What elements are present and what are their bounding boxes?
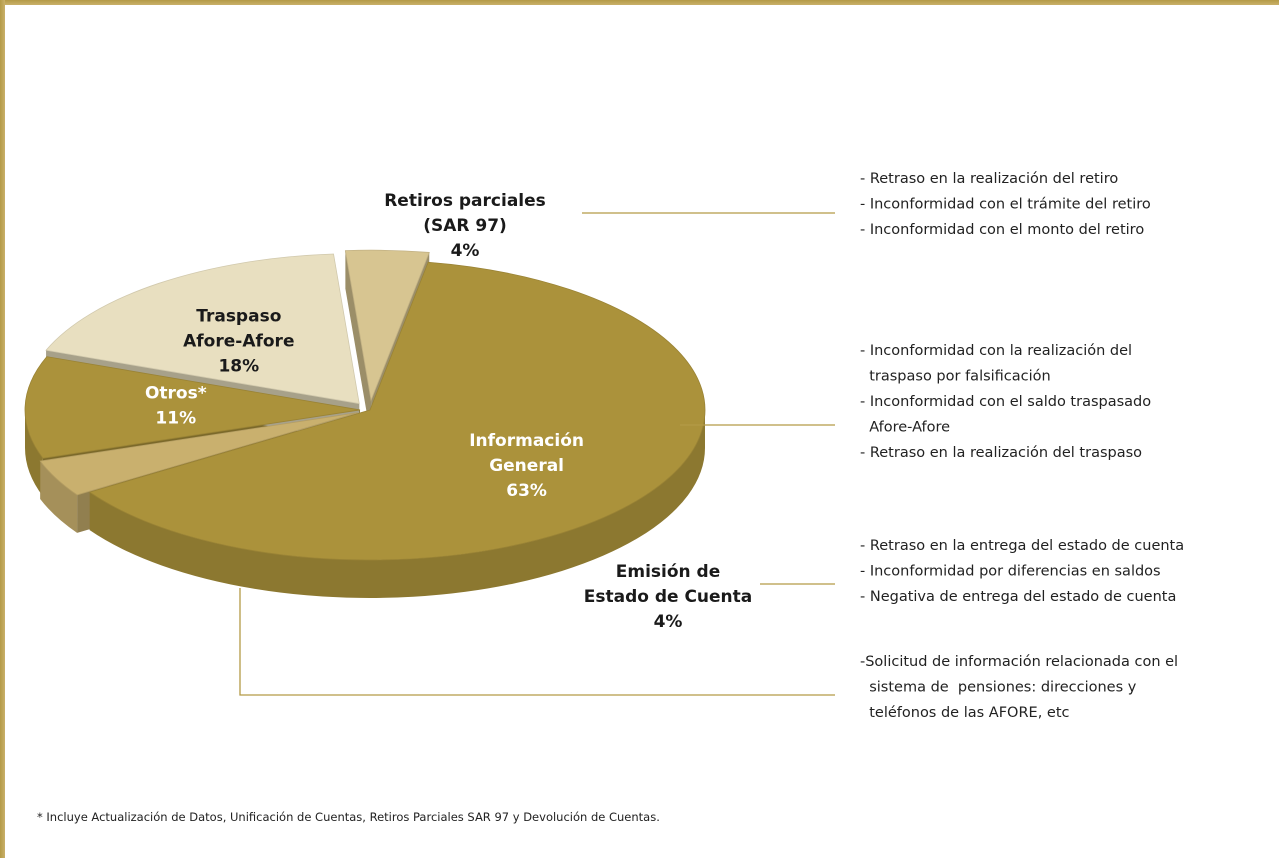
frame-top-border <box>0 0 1279 5</box>
annotation-line: teléfonos de las AFORE, etc <box>860 705 1070 721</box>
annotation-notes: - Retraso en la realización del retiro - … <box>860 171 1184 721</box>
footnote: * Incluye Actualización de Datos, Unific… <box>37 810 660 824</box>
slice-name-label: Estado de Cuenta <box>584 587 753 607</box>
slice-name-label: Información <box>469 431 584 451</box>
annotation-line: traspaso por falsificación <box>860 369 1051 385</box>
leader-line <box>239 588 835 696</box>
slice-side-wall <box>25 409 43 497</box>
annotation-note: - Retraso en la realización del retiro - … <box>860 171 1151 238</box>
slice-label: Emisión de Estado de Cuenta 4% <box>584 562 753 632</box>
slice-name-label: Traspaso <box>196 306 281 326</box>
annotation-line: - Inconformidad con el trámite del retir… <box>860 197 1151 213</box>
annotation-line: - Inconformidad con el saldo traspasado <box>860 394 1151 410</box>
slice-cut-face <box>345 250 372 439</box>
slice-value-label: 4% <box>654 612 683 632</box>
annotation-line: - Retraso en la entrega del estado de cu… <box>860 538 1184 554</box>
slice-name-label: Emisión de <box>616 562 721 582</box>
annotation-line: - Inconformidad con el monto del retiro <box>860 222 1144 238</box>
slice-name-label: General <box>489 456 564 476</box>
slice-label: Traspaso Afore-Afore 18% <box>183 306 294 376</box>
annotation-line: - Inconformidad por diferencias en saldo… <box>860 564 1161 580</box>
frame-left-border <box>0 0 5 858</box>
pie-slice <box>24 356 361 459</box>
annotation-note: - Inconformidad con la realización del t… <box>860 343 1151 461</box>
slice-value-label: 18% <box>218 356 259 376</box>
slice-name-label: Otros* <box>145 383 207 403</box>
slice-labels: Información General 63% Retiros parciales (S… <box>145 191 752 632</box>
annotation-note: -Solicitud de información relacionada co… <box>860 654 1178 721</box>
slice-value-label: 63% <box>506 481 547 501</box>
pie-3d <box>24 249 706 598</box>
pie-slice <box>45 253 360 405</box>
pie-slice <box>344 249 430 402</box>
annotation-line: - Retraso en la realización del traspaso <box>860 445 1142 461</box>
pie-slice <box>39 412 358 496</box>
slice-name-label: (SAR 97) <box>423 216 507 236</box>
slice-side-wall <box>89 410 705 598</box>
annotation-line: - Inconformidad con la realización del <box>860 343 1132 359</box>
annotation-line: -Solicitud de información relacionada co… <box>860 654 1178 670</box>
slice-name-label: Afore-Afore <box>183 331 294 351</box>
slice-label: Otros* 11% <box>145 383 207 428</box>
annotation-line: Afore-Afore <box>860 420 950 436</box>
annotation-note: - Retraso en la entrega del estado de cu… <box>860 538 1184 605</box>
annotation-line: - Retraso en la realización del retiro <box>860 171 1118 187</box>
pie-slice <box>88 261 706 561</box>
leader-lines <box>239 212 835 696</box>
slice-value-label: 11% <box>155 408 196 428</box>
slice-label: Información General 63% <box>469 431 584 501</box>
slice-name-label: Retiros parciales <box>384 191 546 211</box>
slice-label: Retiros parciales (SAR 97) 4% <box>384 191 546 261</box>
annotation-line: sistema de pensiones: direcciones y <box>860 680 1137 696</box>
slice-side-wall <box>40 461 78 533</box>
annotation-line: - Negativa de entrega del estado de cuen… <box>860 589 1176 605</box>
slice-value-label: 4% <box>451 241 480 261</box>
